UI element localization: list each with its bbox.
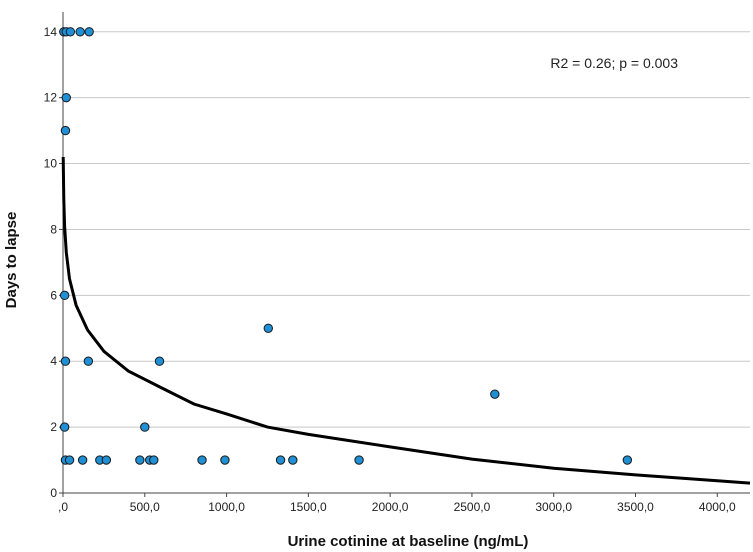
x-tick-label: 1500,0 bbox=[290, 500, 327, 514]
scatter-point bbox=[83, 356, 94, 366]
scatter-point bbox=[288, 455, 298, 465]
y-tick-label: 14 bbox=[44, 25, 58, 39]
scatter-point bbox=[135, 455, 145, 465]
scatter-point bbox=[622, 455, 633, 465]
axes bbox=[59, 12, 750, 497]
y-tick-label: 10 bbox=[44, 157, 58, 171]
y-axis-title: Days to lapse bbox=[3, 212, 20, 309]
scatter-point bbox=[60, 125, 71, 136]
scatter-point bbox=[75, 27, 85, 37]
scatter-point bbox=[77, 455, 88, 465]
x-tick-label: 2000,0 bbox=[372, 500, 409, 514]
scatter-point bbox=[59, 422, 70, 432]
y-tick-label: 2 bbox=[50, 420, 57, 434]
tick-labels: 0 2 4 6 8 10 12 14 ,0 500,0 1000,0 1500,0 2000,0 2500… bbox=[44, 25, 736, 514]
y-tick-label: 4 bbox=[50, 354, 57, 368]
scatter-point bbox=[197, 455, 207, 465]
scatter-point bbox=[64, 455, 75, 465]
x-tick-label: 3500,0 bbox=[617, 500, 654, 514]
scatter-point bbox=[154, 356, 165, 366]
y-tick-label: 0 bbox=[50, 486, 57, 500]
scatter-point bbox=[263, 323, 273, 333]
scatter-point bbox=[354, 455, 364, 465]
scatter-point bbox=[275, 455, 286, 465]
scatter-point bbox=[61, 92, 71, 103]
x-tick-label: 1000,0 bbox=[208, 500, 245, 514]
scatter-point bbox=[84, 27, 94, 37]
scatter-point bbox=[59, 290, 70, 301]
y-tick-label: 6 bbox=[50, 288, 57, 302]
scatter-point bbox=[101, 455, 112, 465]
x-tick-label: ,0 bbox=[58, 500, 68, 514]
y-tick-label: 12 bbox=[44, 91, 58, 105]
y-tick-label: 8 bbox=[50, 222, 57, 236]
r2-annotation: R2 = 0.26; p = 0.003 bbox=[550, 55, 678, 71]
x-tick-label: 500,0 bbox=[130, 500, 160, 514]
x-tick-label: 3000,0 bbox=[535, 500, 572, 514]
scatter-point bbox=[60, 356, 71, 366]
gridlines bbox=[63, 31, 750, 428]
data-points bbox=[59, 27, 633, 465]
fit-curve bbox=[61, 156, 751, 485]
x-axis-title: Urine cotinine at baseline (ng/mL) bbox=[288, 533, 529, 550]
x-tick-label: 4000,0 bbox=[699, 500, 736, 514]
scatter-point bbox=[140, 422, 150, 432]
scatter-point bbox=[220, 455, 230, 465]
x-tick-label: 2500,0 bbox=[454, 500, 491, 514]
fit-line-group bbox=[61, 156, 751, 485]
scatter-point bbox=[65, 27, 76, 37]
scatter-point bbox=[149, 455, 159, 465]
scatter-point bbox=[490, 389, 500, 399]
